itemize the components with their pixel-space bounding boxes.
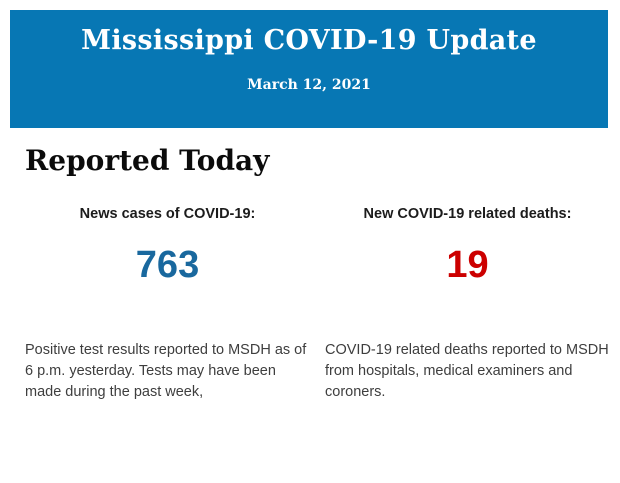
cases-label: News cases of COVID-19: — [79, 206, 256, 222]
deaths-description: COVID-19 related deaths reported to MSDH… — [325, 342, 609, 400]
stats-row: News cases of COVID-19: 763 Positive tes… — [25, 206, 610, 403]
deaths-value: 19 — [446, 244, 489, 286]
header-banner: Mississippi COVID-19 Update March 12, 20… — [10, 10, 608, 128]
page-title: Mississippi COVID-19 Update — [81, 25, 537, 56]
deaths-label: New COVID-19 related deaths: — [363, 206, 572, 222]
section-heading: Reported Today — [25, 144, 270, 177]
stat-new-deaths: New COVID-19 related deaths: 19 COVID-19… — [325, 206, 610, 403]
stat-new-cases: News cases of COVID-19: 763 Positive tes… — [25, 206, 310, 403]
header-date: March 12, 2021 — [247, 77, 371, 93]
cases-description: Positive test results reported to MSDH a… — [25, 342, 307, 400]
cases-value: 763 — [135, 244, 200, 286]
main-content: Reported Today News cases of COVID-19: 7… — [25, 144, 610, 403]
